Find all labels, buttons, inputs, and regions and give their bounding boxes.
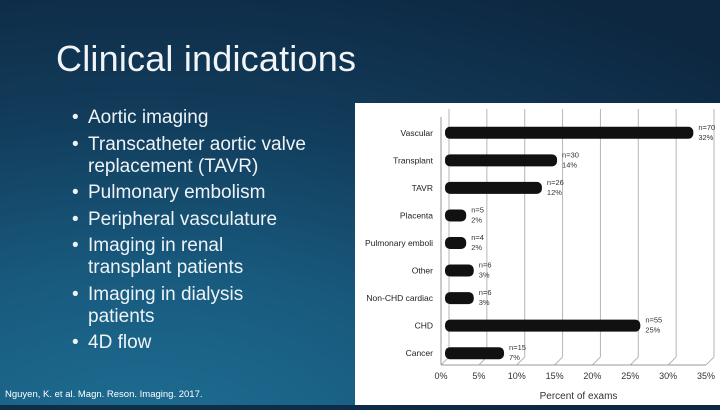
bar-value-label: 7% (509, 353, 520, 362)
x-axis-title: Percent of exams (540, 391, 618, 402)
bullet-item: • Pulmonary embolism (72, 182, 266, 203)
bar-count-label: n=70 (698, 123, 715, 132)
bar-count-label: n=55 (645, 316, 662, 325)
gridline-floor (516, 356, 526, 366)
x-tick-label: 30% (659, 371, 677, 381)
gridline-floor (667, 356, 677, 366)
x-tick-label: 20% (583, 371, 601, 381)
bar-count-label: n=26 (547, 178, 564, 187)
bar-count-label: n=30 (562, 150, 579, 159)
bar-chart: 0% 5% 10% 15% 20% 25% 30% 35% Vascular n=70 32% Tra… (355, 103, 720, 405)
bar-value-label: 3% (479, 271, 490, 280)
bar (445, 126, 694, 139)
x-tick-label: 25% (621, 371, 639, 381)
y-tick-label: Other (412, 266, 433, 276)
bar (445, 181, 542, 194)
bar-count-label: n=15 (509, 343, 526, 352)
x-tick-label: 5% (472, 371, 485, 381)
bar (445, 264, 474, 277)
citation: Nguyen, K. et al. Magn. Reson. Imaging. … (5, 389, 203, 400)
bullet-item: • Aortic imaging (72, 107, 209, 128)
y-tick-label: TAVR (412, 183, 433, 193)
bullet-item: • Imaging in renal transplant patients (72, 235, 244, 278)
bullet-item: • 4D flow (72, 332, 152, 353)
x-tick-label: 10% (508, 371, 526, 381)
gridline-floor (592, 356, 601, 366)
y-tick-label: Vascular (401, 128, 434, 138)
bar-value-label: 2% (471, 243, 482, 252)
y-tick-label: Pulmonary emboli (365, 238, 433, 248)
bar-value-label: 12% (547, 188, 562, 197)
bar-value-label: 2% (471, 215, 482, 224)
bullet-item: • Peripheral vasculature (72, 208, 278, 230)
gridline-floor (705, 356, 715, 366)
bar (445, 292, 474, 305)
bar (445, 154, 558, 167)
gridline-floor (554, 356, 563, 366)
x-tick-label: 15% (546, 371, 564, 381)
y-tick-label: CHD (415, 321, 433, 331)
gridline-floor (629, 356, 639, 366)
bar (445, 237, 467, 249)
bar-value-label: 14% (562, 160, 577, 169)
bar (445, 347, 505, 360)
bar-count-label: n=5 (471, 205, 484, 214)
bullet-item: • Transcatheter aortic valve replacement … (72, 133, 306, 177)
bar-value-label: 25% (645, 326, 660, 335)
bar-value-label: 3% (479, 298, 490, 307)
slide-title: Clinical indications (56, 38, 357, 79)
y-tick-label: Non-CHD cardiac (366, 293, 433, 303)
bar-count-label: n=6 (479, 288, 492, 297)
bullet-item: • Imaging in dialysis patients (72, 283, 244, 327)
bar (445, 319, 641, 332)
y-tick-label: Cancer (406, 348, 434, 358)
bar (445, 209, 467, 222)
y-tick-label: Placenta (400, 210, 433, 220)
bullet-list: • Aortic imaging • Transcatheter aortic va… (72, 107, 306, 359)
bar-value-label: 32% (698, 133, 713, 142)
x-tick-label: 35% (697, 371, 715, 381)
bar-count-label: n=4 (471, 233, 484, 242)
x-tick-label: 0% (434, 371, 447, 381)
y-tick-label: Transplant (393, 155, 433, 165)
bar-count-label: n=6 (479, 261, 492, 270)
